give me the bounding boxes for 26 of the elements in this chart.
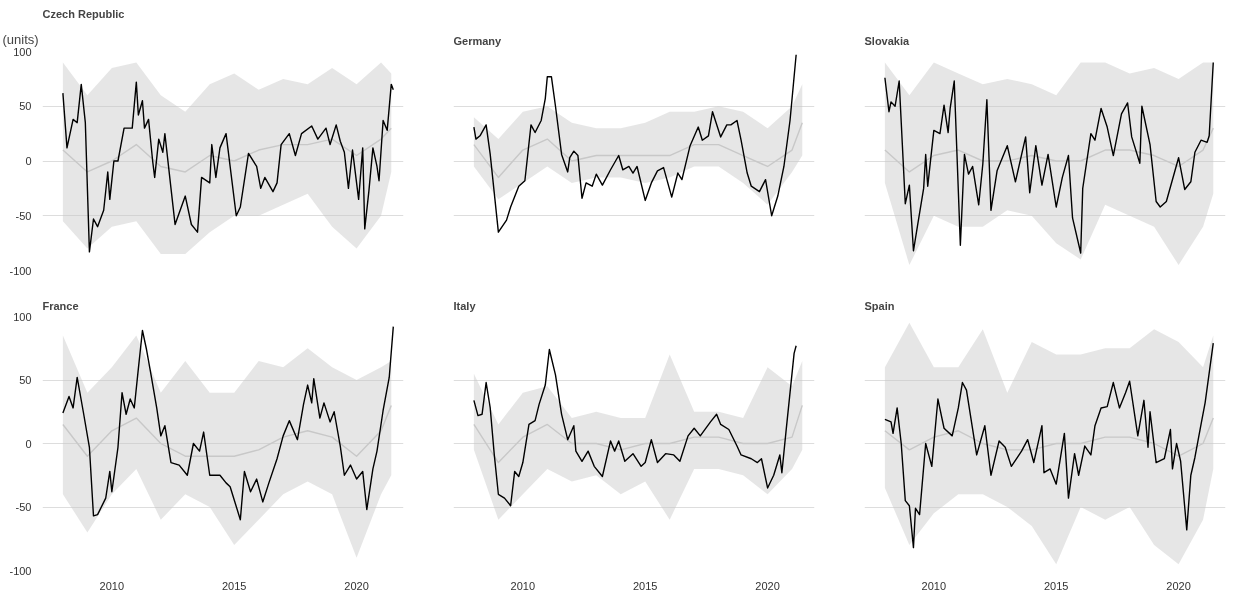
x-tick-label: 2020 [344,579,369,592]
chart-title: France [42,299,79,312]
y-tick-label: -50 [15,501,32,513]
chart-title: Italy [453,299,477,312]
chart-title: Spain [864,299,895,312]
y-tick-label: 100 [13,310,32,323]
chart-title: Slovakia [864,34,911,47]
chart-title: Germany [453,34,503,47]
x-tick-label: 2020 [1166,579,1191,592]
x-tick-label: 2015 [221,579,247,592]
y-axis-title: (units) [2,31,39,47]
y-tick-label: 50 [19,100,32,113]
y-tick-label: 0 [25,155,32,167]
chart-title: Czech Republic [42,7,125,20]
y-tick-label: 0 [25,437,32,450]
y-tick-label: 100 [13,45,32,58]
y-tick-label: -50 [15,209,32,222]
y-tick-label: 50 [19,374,32,386]
x-tick-label: 2015 [1043,579,1069,592]
x-tick-label: 2020 [755,579,780,592]
y-tick-label: -100 [9,264,32,277]
x-tick-label: 2010 [99,579,125,592]
x-tick-label: 2010 [921,579,947,592]
x-tick-label: 2010 [510,579,536,592]
x-tick-label: 2015 [632,579,658,592]
y-tick-label: -100 [9,564,32,577]
